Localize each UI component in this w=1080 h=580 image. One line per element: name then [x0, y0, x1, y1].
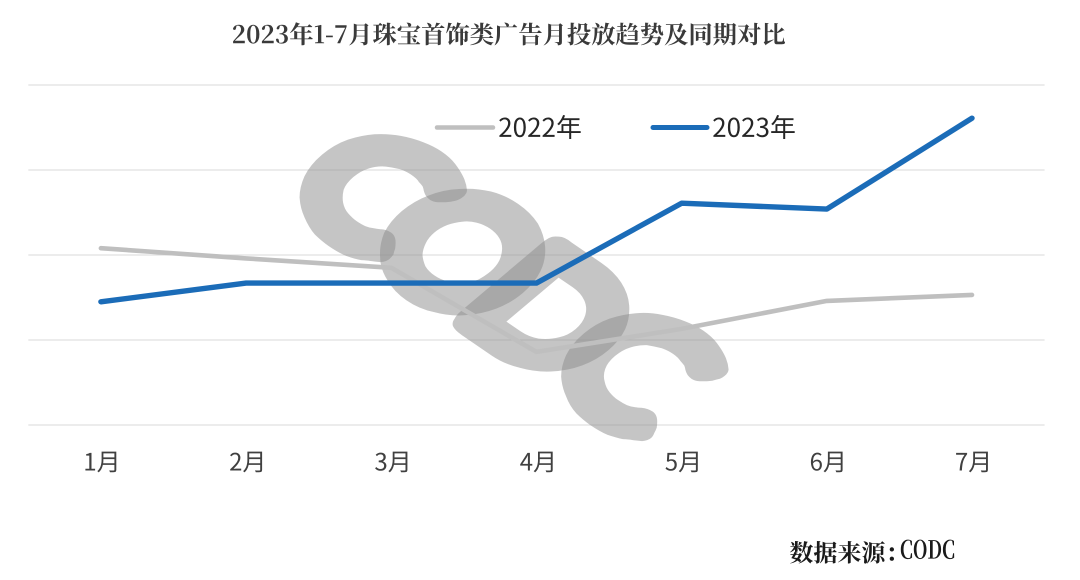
- glyph-path: [499, 114, 581, 139]
- series-line-2023年: [98, 115, 975, 305]
- source-note-glyphs: [790, 539, 955, 564]
- x-axis-label-glyphs-1: [85, 451, 117, 473]
- chart-title-glyphs: [233, 22, 785, 46]
- x-axis-label-glyphs-5: [665, 451, 698, 473]
- glyph-path: [956, 451, 988, 473]
- glyph-path: [900, 539, 955, 560]
- glyph-path: [375, 451, 408, 473]
- glyph-path: [233, 22, 785, 46]
- glyph-path: [810, 451, 843, 473]
- watermark-codc: [299, 134, 729, 442]
- series-line-2022年: [98, 245, 975, 355]
- legend-2023-glyphs: [713, 114, 795, 139]
- glyph-path: [520, 451, 553, 473]
- glyph-path: [85, 451, 117, 473]
- glyph-path: [230, 451, 263, 473]
- legend-2022-glyphs: [499, 114, 581, 139]
- x-axis-label-glyphs-2: [230, 451, 263, 473]
- x-axis-label-glyphs-4: [520, 451, 553, 473]
- chart-series: [98, 115, 975, 355]
- source-note-latin-run: [900, 539, 955, 560]
- x-axis-label-glyphs-7: [956, 451, 988, 473]
- glyph-path: [790, 541, 894, 564]
- glyph-path: [713, 114, 795, 139]
- watermark-letter-c1: [299, 134, 467, 263]
- x-axis-label-glyphs-3: [375, 451, 408, 473]
- watermark-letter-c2: [561, 312, 729, 442]
- source-note-cjk-run: [790, 541, 894, 564]
- glyph-path: [665, 451, 698, 473]
- x-axis-label-glyphs-6: [810, 451, 843, 473]
